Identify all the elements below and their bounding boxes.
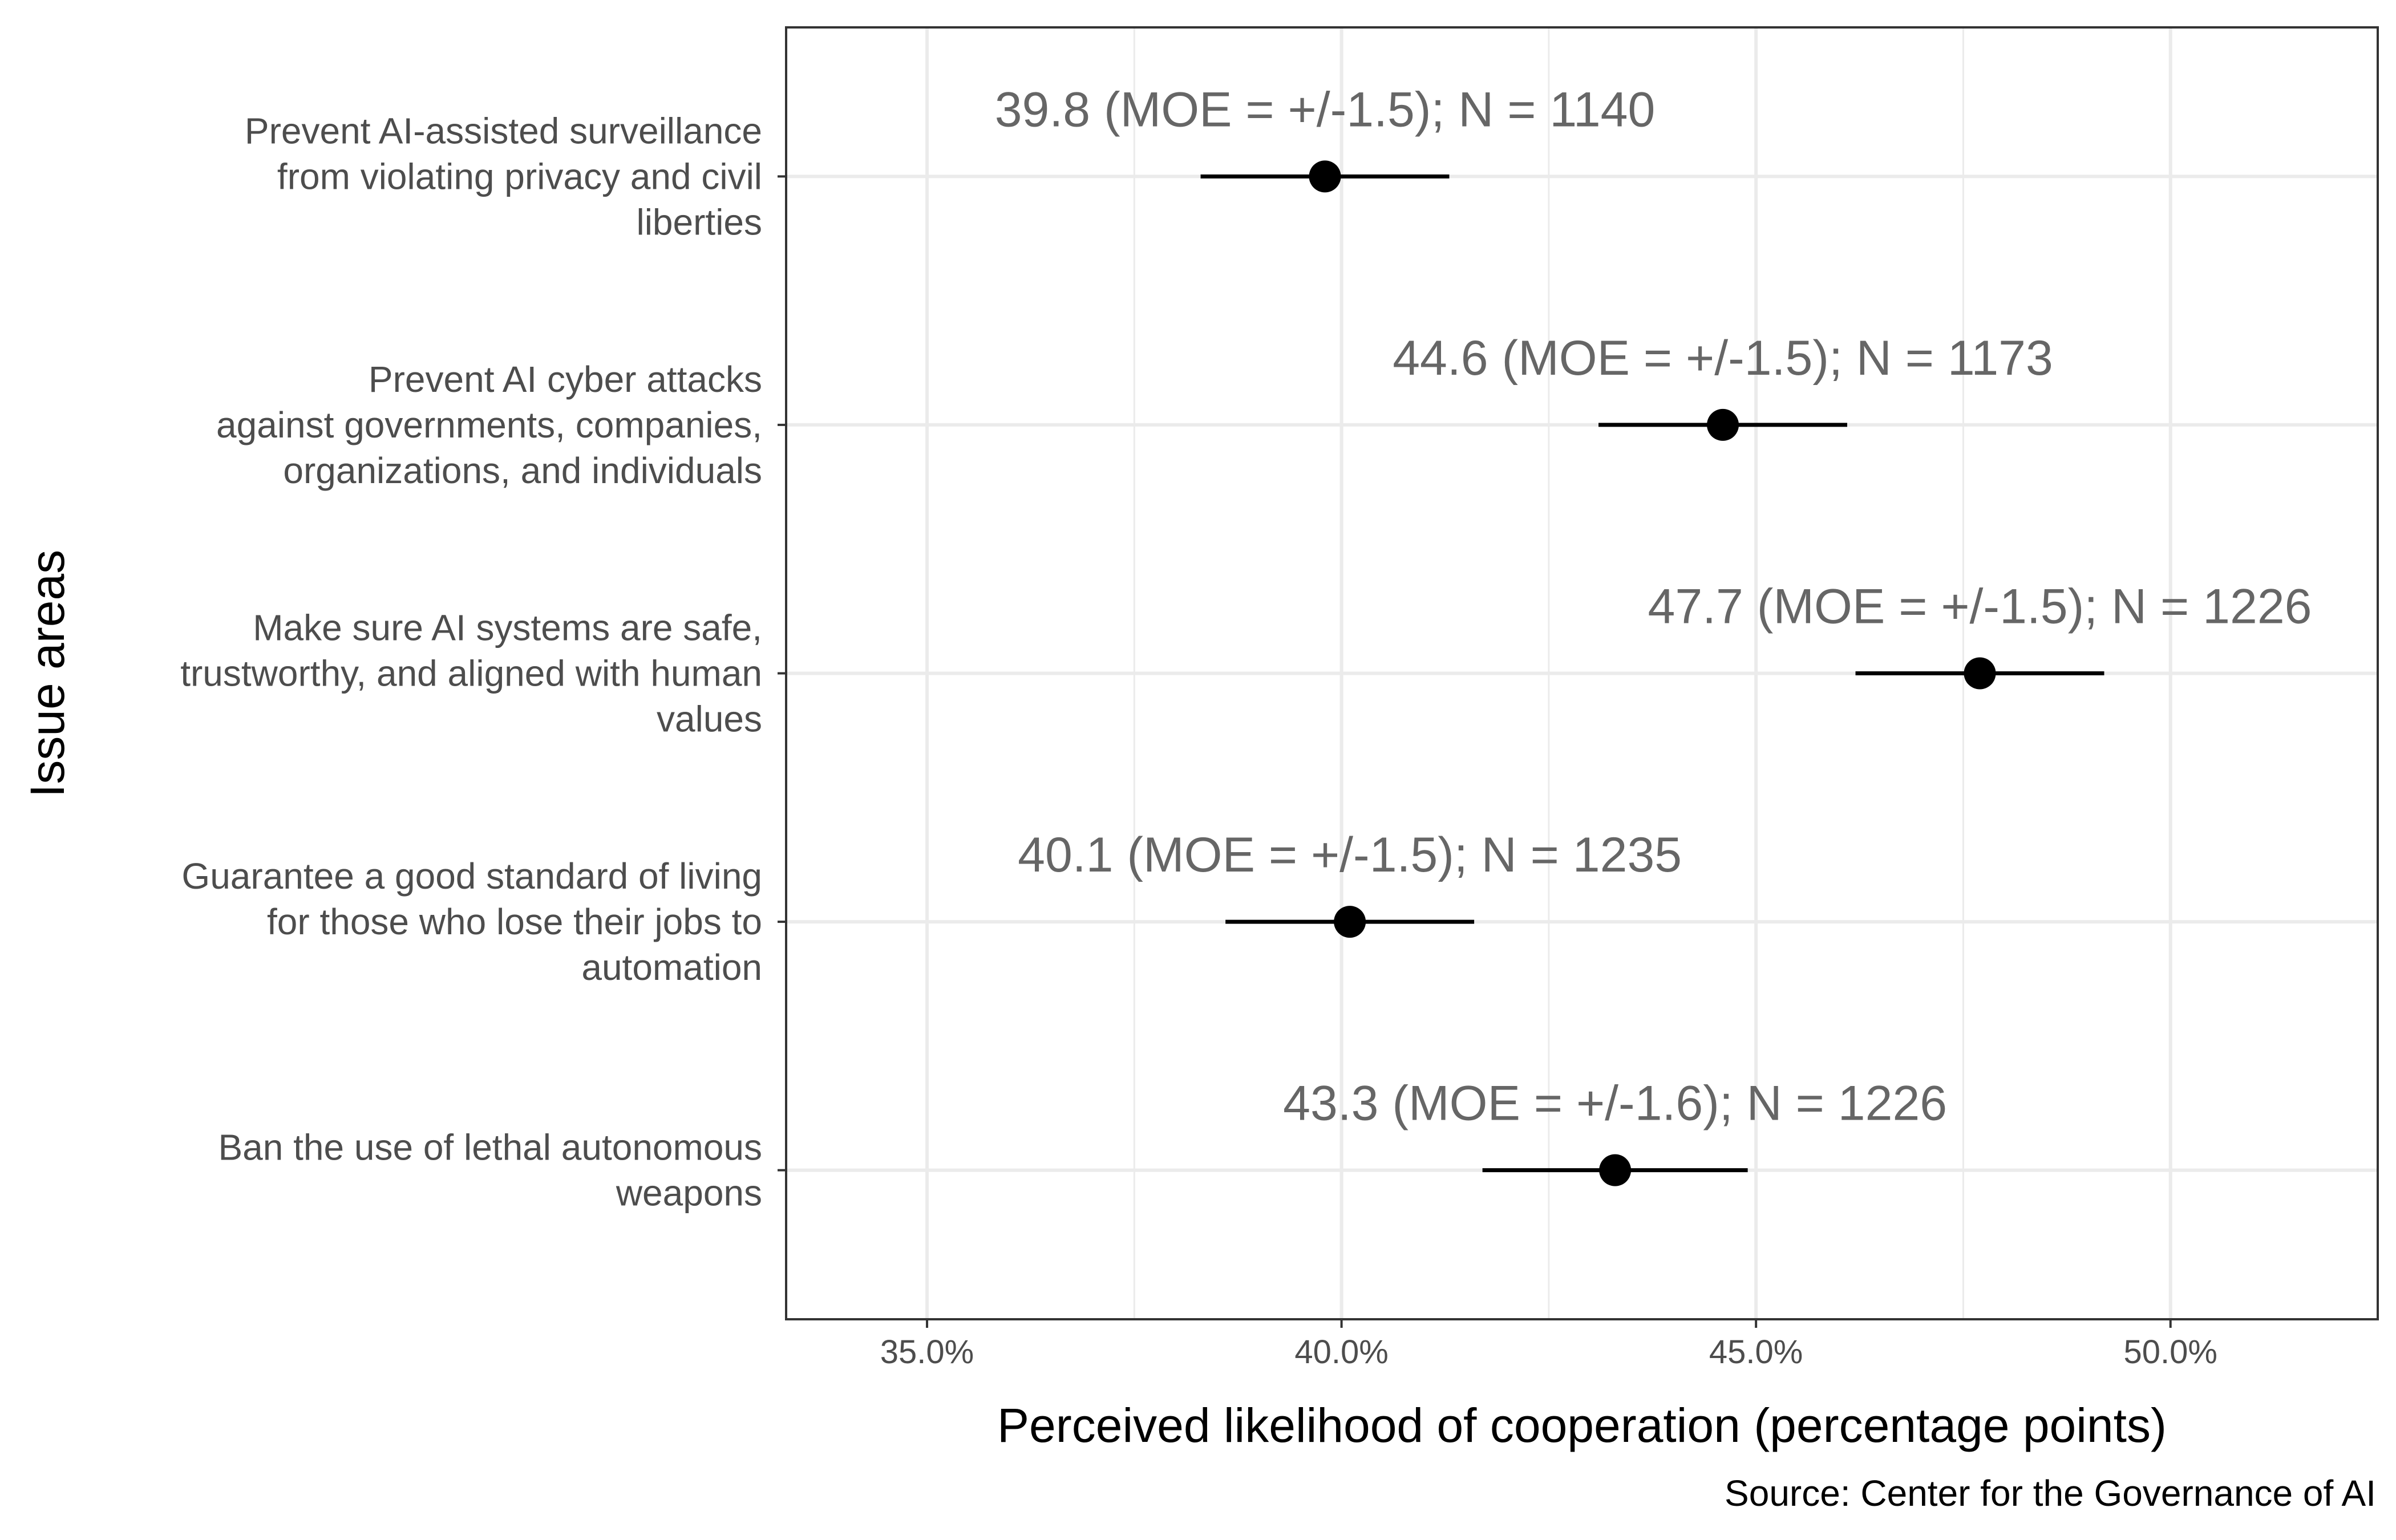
data-marks: 39.8 (MOE = +/-1.5); N = 1140 44.6 (MOE =… <box>995 82 2312 1186</box>
data-point <box>1599 1154 1632 1186</box>
category-label: Ban the use of lethal autonomous weapons <box>218 1127 762 1214</box>
data-label: 40.1 (MOE = +/-1.5); N = 1235 <box>1018 828 1682 882</box>
category-label: Guarantee a good standard of living for t… <box>181 856 762 988</box>
data-point <box>1309 160 1341 193</box>
gridlines <box>786 27 2378 1319</box>
category-label: Prevent AI-assisted surveillance from vio… <box>245 110 762 242</box>
data-label: 47.7 (MOE = +/-1.5); N = 1226 <box>1648 579 2312 634</box>
x-axis-title: Perceived likelihood of cooperation (per… <box>997 1399 2167 1452</box>
category-label: Prevent AI cyber attacks against governme… <box>216 359 762 491</box>
data-point <box>1707 408 1739 441</box>
x-tick-label: 35.0% <box>880 1334 974 1371</box>
x-tick-label: 45.0% <box>1709 1334 1803 1371</box>
data-label: 39.8 (MOE = +/-1.5); N = 1140 <box>995 82 1656 137</box>
x-tick-label: 50.0% <box>2123 1334 2217 1371</box>
axes: 35.0% 40.0% 45.0% 50.0% Prevent AI-assisted … <box>180 110 2217 1371</box>
y-axis-title: Issue areas <box>21 550 74 797</box>
data-label: 44.6 (MOE = +/-1.5); N = 1173 <box>1393 331 2053 386</box>
data-label: 43.3 (MOE = +/-1.6); N = 1226 <box>1283 1076 1947 1131</box>
data-point <box>1964 657 1996 690</box>
data-point <box>1334 906 1366 938</box>
x-tick-label: 40.0% <box>1294 1334 1388 1371</box>
category-label: Make sure AI systems are safe, trustworth… <box>180 607 762 740</box>
source-caption: Source: Center for the Governance of AI <box>1725 1473 2376 1514</box>
